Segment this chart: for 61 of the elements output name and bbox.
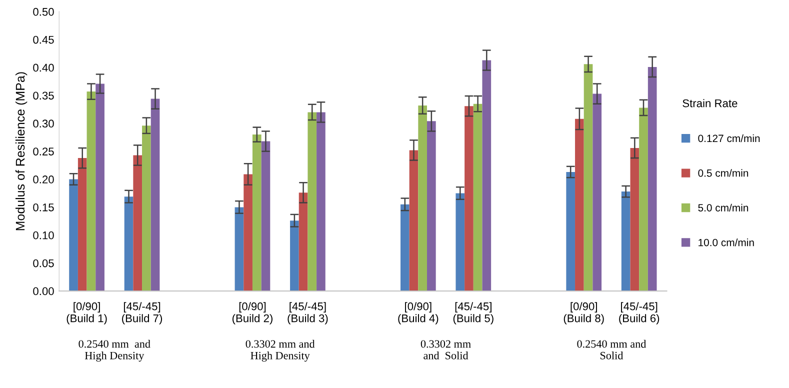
legend-title: Strain Rate bbox=[682, 99, 738, 108]
bar bbox=[464, 106, 474, 291]
y-tick-label: 0.30 bbox=[33, 120, 54, 128]
bar bbox=[298, 192, 308, 291]
y-tick-label: 0.40 bbox=[33, 64, 54, 72]
bar bbox=[575, 118, 584, 291]
bar bbox=[290, 220, 299, 291]
bar bbox=[630, 148, 640, 291]
bar bbox=[456, 193, 465, 291]
bar bbox=[96, 84, 104, 291]
bar bbox=[427, 121, 436, 291]
x-tick-label: [0/90] (Build 4) bbox=[398, 302, 438, 324]
bar bbox=[473, 104, 482, 291]
x-tick-label: [45/-45] (Build 7) bbox=[122, 302, 162, 324]
bar bbox=[400, 204, 410, 291]
bar bbox=[261, 141, 270, 291]
text: 0.3302 mm and High Density bbox=[246, 340, 315, 362]
bar bbox=[252, 134, 262, 291]
bar bbox=[566, 172, 576, 291]
bar bbox=[409, 150, 418, 291]
bar bbox=[316, 112, 326, 291]
bar bbox=[234, 207, 244, 291]
x-tick-label: [0/90] (Build 2) bbox=[232, 302, 272, 324]
bar bbox=[621, 192, 630, 291]
bar bbox=[244, 174, 252, 291]
bar bbox=[418, 106, 428, 291]
bar bbox=[86, 92, 96, 291]
y-tick-label: 0.00 bbox=[33, 287, 54, 296]
y-tick-label: 0.25 bbox=[33, 148, 54, 156]
bar bbox=[124, 196, 134, 291]
bar bbox=[150, 98, 160, 291]
legend-label: 0.5 cm/min bbox=[698, 169, 748, 177]
bar bbox=[592, 94, 602, 291]
legend-label: 0.127 cm/min bbox=[698, 134, 760, 142]
y-tick-label: 0.35 bbox=[33, 92, 54, 100]
legend-label: 5.0 cm/min bbox=[698, 204, 748, 212]
x-tick-label: [0/90] (Build 1) bbox=[66, 302, 107, 324]
bar bbox=[133, 155, 142, 291]
bar bbox=[648, 66, 657, 291]
bar bbox=[308, 112, 317, 291]
bar bbox=[639, 108, 648, 291]
x-tick-label: [45/-45] (Build 6) bbox=[619, 302, 660, 324]
y-tick-label: 0.15 bbox=[33, 203, 54, 212]
bar bbox=[584, 64, 593, 291]
y-axis-title: Modulus of Resilience (MPa) bbox=[15, 72, 28, 230]
bar bbox=[78, 158, 87, 291]
text: 0.3302 mm and Solid bbox=[420, 340, 471, 360]
y-tick-label: 0.50 bbox=[33, 8, 54, 16]
legend-label: 10.0 cm/min bbox=[698, 238, 754, 246]
bar bbox=[69, 179, 78, 291]
x-tick-label: [0/90] (Build 8) bbox=[564, 302, 604, 324]
bar bbox=[482, 60, 492, 291]
y-tick-label: 0.05 bbox=[33, 259, 54, 268]
y-tick-label: 0.20 bbox=[33, 176, 54, 184]
x-tick-label: [45/-45] (Build 5) bbox=[453, 302, 494, 324]
x-tick-label: [45/-45] (Build 3) bbox=[288, 302, 328, 324]
y-tick-label: 0.10 bbox=[33, 231, 54, 240]
y-tick-label: 0.45 bbox=[33, 36, 54, 44]
text: 0.2540 mm and High Density bbox=[78, 340, 150, 362]
text: 0.2540 mm and Solid bbox=[577, 340, 646, 360]
bar bbox=[142, 126, 151, 291]
